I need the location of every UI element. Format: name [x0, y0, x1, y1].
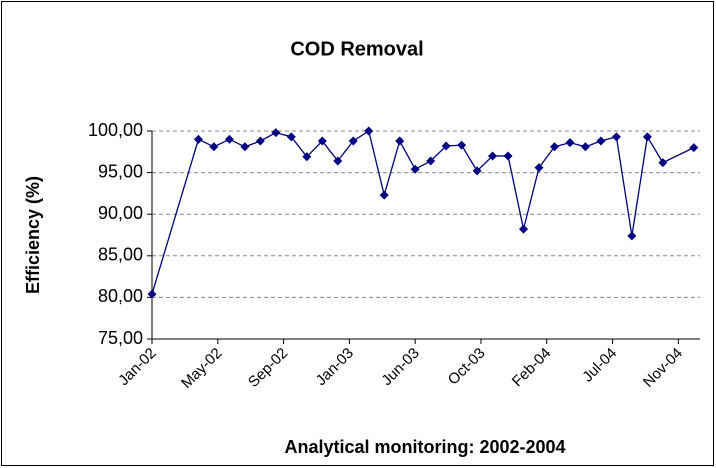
chart-title: COD Removal [290, 38, 423, 60]
x-axis-label: Analytical monitoring: 2002-2004 [284, 437, 565, 457]
y-tick-label: 100,00 [88, 120, 143, 140]
data-point [519, 224, 529, 234]
data-point [627, 231, 637, 241]
data-point [379, 190, 389, 200]
data-point [457, 140, 467, 150]
y-tick-label: 75,00 [98, 328, 143, 348]
data-point [364, 126, 374, 136]
data-point [580, 142, 590, 152]
data-point [503, 151, 513, 161]
y-axis-label: Efficiency (%) [23, 176, 43, 294]
y-tick-label: 80,00 [98, 286, 143, 306]
data-point [488, 151, 498, 161]
data-point [193, 134, 203, 144]
data-point [209, 142, 219, 152]
data-point [611, 132, 621, 142]
data-point [658, 158, 668, 168]
data-point [240, 142, 250, 152]
data-point [348, 136, 358, 146]
y-tick-label: 85,00 [98, 245, 143, 265]
data-point [286, 132, 296, 142]
data-point [147, 289, 157, 299]
data-point [596, 136, 606, 146]
y-tick-label: 90,00 [98, 203, 143, 223]
data-point [302, 152, 312, 162]
data-point [565, 138, 575, 148]
data-point [441, 141, 451, 151]
data-point [689, 143, 699, 153]
data-point [271, 128, 281, 138]
y-tick-label: 95,00 [98, 161, 143, 181]
data-point [395, 136, 405, 146]
data-point [224, 134, 234, 144]
data-point [426, 156, 436, 166]
data-point [642, 132, 652, 142]
data-point [333, 156, 343, 166]
data-point [534, 163, 544, 173]
data-point [255, 136, 265, 146]
data-point [317, 136, 327, 146]
data-point [549, 142, 559, 152]
data-point [472, 166, 482, 176]
data-point [410, 164, 420, 174]
